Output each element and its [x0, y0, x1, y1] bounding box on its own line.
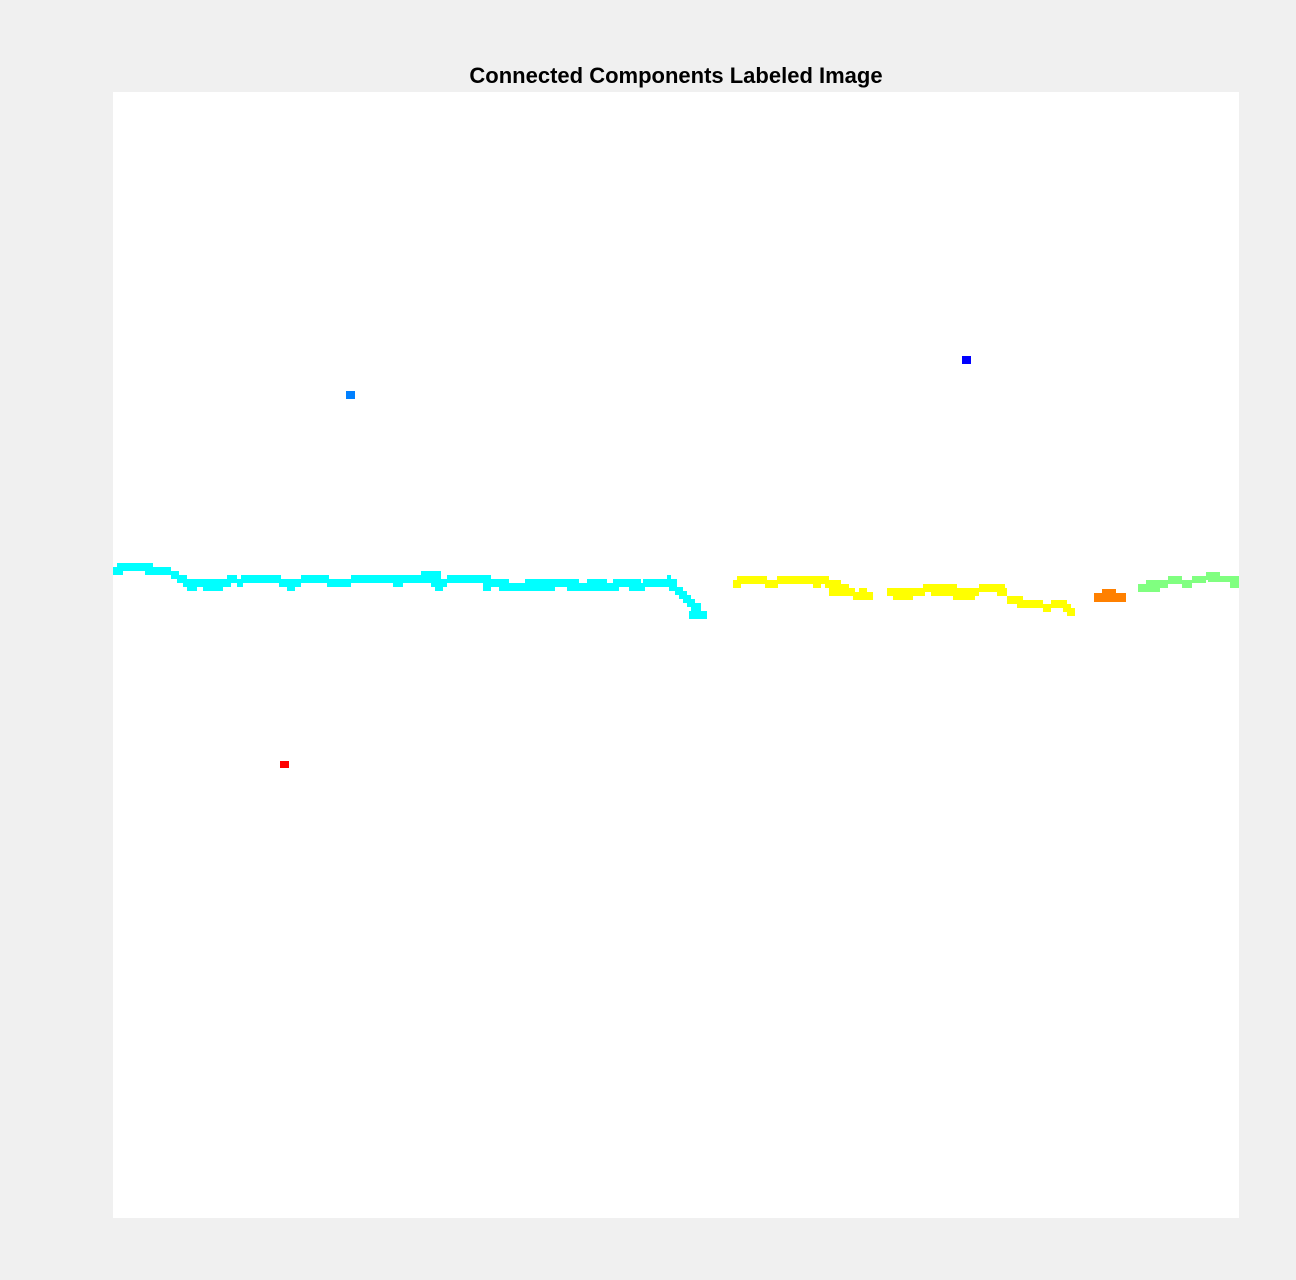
red-dot-pixel-block: [280, 761, 289, 768]
yellow-line-pixel-block: [1051, 600, 1067, 608]
yellow-line-pixel-block: [957, 588, 979, 596]
cyan-line-pixel-block: [435, 583, 443, 591]
cyan-line-pixel-block: [401, 575, 431, 583]
cyan-line-component: [113, 563, 707, 619]
cyan-line-pixel-block: [301, 575, 329, 583]
yellow-line-pixel-block: [737, 576, 767, 584]
green-line-pixel-block: [1208, 576, 1239, 582]
green-line-pixel-block: [1146, 580, 1168, 588]
labeled-image: [113, 92, 1239, 1218]
light-blue-dot-pixel-block: [346, 391, 355, 399]
cyan-line-pixel-block: [227, 575, 237, 583]
yellow-line-pixel-block: [1007, 596, 1023, 604]
yellow-line-pixel-block: [829, 588, 855, 596]
cyan-line-pixel-block: [287, 583, 295, 591]
orange-blob-pixel-block: [1102, 589, 1116, 594]
cyan-line-pixel-block: [203, 583, 223, 591]
green-line-pixel-block: [1168, 576, 1182, 584]
cyan-line-pixel-block: [691, 603, 701, 611]
cyan-line-pixel-block: [327, 579, 351, 587]
green-line-pixel-block: [1182, 580, 1192, 588]
cyan-line-pixel-block: [483, 583, 491, 591]
cyan-line-pixel-block: [393, 579, 403, 587]
yellow-line-pixel-block: [979, 584, 1005, 592]
yellow-line-pixel-block: [917, 588, 925, 596]
figure-title: Connected Components Labeled Image: [469, 63, 883, 88]
yellow-line-pixel-block: [859, 588, 867, 596]
yellow-line-pixel-block: [997, 588, 1007, 596]
cyan-line-pixel-block: [525, 579, 579, 587]
cyan-line-pixel-block: [643, 579, 671, 587]
cyan-line-pixel-block: [613, 579, 641, 587]
cyan-line-pixel-block: [177, 575, 187, 583]
green-line-pixel-block: [1230, 576, 1239, 588]
blue-dot-pixel-block: [962, 356, 971, 364]
yellow-line-pixel-block: [1043, 604, 1051, 612]
yellow-line-pixel-block: [773, 580, 778, 588]
yellow-line-pixel-block: [893, 592, 913, 600]
green-line-component: [1138, 572, 1239, 592]
green-line-pixel-block: [1192, 576, 1206, 583]
cyan-line-pixel-block: [629, 583, 645, 591]
labeled-image-canvas: [113, 356, 1239, 768]
yellow-line-pixel-block: [813, 580, 821, 588]
blue-dot-component: [962, 356, 971, 364]
cyan-line-pixel-block: [351, 575, 401, 583]
orange-blob-component: [1094, 589, 1126, 602]
yellow-line-pixel-block: [1017, 600, 1043, 608]
cyan-line-pixel-block: [689, 611, 707, 619]
cyan-line-pixel-block: [447, 575, 491, 583]
light-blue-dot-component: [346, 391, 355, 399]
yellow-line-component: [733, 576, 1075, 616]
yellow-line-pixel-block: [765, 580, 773, 588]
yellow-line-pixel-block: [777, 576, 829, 584]
cyan-line-pixel-block: [145, 567, 171, 575]
yellow-line-pixel-block: [931, 588, 957, 596]
cyan-line-pixel-block: [237, 579, 243, 587]
yellow-line-pixel-block: [1067, 608, 1075, 616]
cyan-line-pixel-block: [171, 571, 179, 579]
cyan-line-pixel-block: [587, 579, 607, 587]
orange-blob-pixel-block: [1094, 593, 1126, 602]
cyan-line-pixel-block: [669, 579, 677, 591]
red-dot-component: [280, 761, 289, 768]
cyan-line-pixel-block: [117, 563, 153, 571]
cyan-line-pixel-block: [241, 575, 281, 583]
